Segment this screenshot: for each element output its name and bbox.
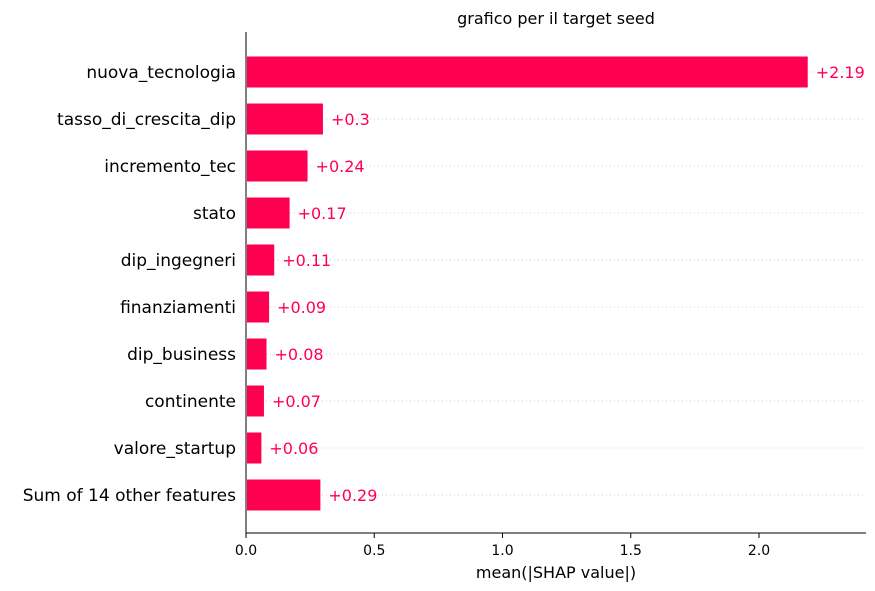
value-label: +0.08 <box>275 345 324 364</box>
bar-Sum of 14 other features <box>247 479 321 511</box>
value-label: +0.24 <box>316 157 365 176</box>
bar-dip_business <box>247 338 267 370</box>
category-label: stato <box>193 204 236 224</box>
bars <box>247 56 808 511</box>
value-labels: +2.19 +0.3 +0.24 +0.17 +0.11 +0.09 +0.08 +0.07 +… <box>269 63 864 505</box>
category-label: dip_ingegneri <box>121 251 236 271</box>
bar-finanziamenti <box>247 291 270 323</box>
x-tick-label: 2.0 <box>748 543 770 559</box>
value-label: +0.09 <box>277 298 326 317</box>
x-tick-label: 0.0 <box>235 543 257 559</box>
bar-nuova_tecnologia <box>247 56 808 88</box>
category-label: nuova_tecnologia <box>86 63 236 83</box>
value-label: +0.07 <box>272 392 321 411</box>
category-label: continente <box>145 392 236 412</box>
x-tick-label: 0.5 <box>363 543 385 559</box>
value-label: +0.3 <box>331 110 370 129</box>
category-label: tasso_di_crescita_dip <box>57 110 236 130</box>
x-tick-label: 1.5 <box>620 543 642 559</box>
x-axis-label: mean(|SHAP value|) <box>476 563 636 582</box>
category-label: dip_business <box>127 345 236 365</box>
value-label: +0.29 <box>328 486 377 505</box>
bar-stato <box>247 197 290 229</box>
category-labels: nuova_tecnologia tasso_di_crescita_dipinc… <box>23 63 236 506</box>
bar-tasso_di_crescita_dip <box>247 103 323 135</box>
bar-incremento_tec <box>247 150 308 182</box>
bar-dip_ingegneri <box>247 244 275 276</box>
category-label: Sum of 14 other features <box>23 486 236 506</box>
value-label: +2.19 <box>816 63 865 82</box>
x-ticks: 0.0 0.5 1.0 1.5 2.0 <box>235 533 770 559</box>
category-label: finanziamenti <box>120 298 236 318</box>
chart-title: grafico per il target seed <box>457 9 655 28</box>
grid-lines <box>246 71 866 496</box>
value-label: +0.06 <box>269 439 318 458</box>
x-tick-label: 1.0 <box>491 543 513 559</box>
category-label: valore_startup <box>114 439 236 459</box>
category-label: incremento_tec <box>104 157 236 177</box>
value-label: +0.17 <box>298 204 347 223</box>
bar-valore_startup <box>247 432 262 464</box>
value-label: +0.11 <box>282 251 331 270</box>
bar-continente <box>247 385 264 417</box>
